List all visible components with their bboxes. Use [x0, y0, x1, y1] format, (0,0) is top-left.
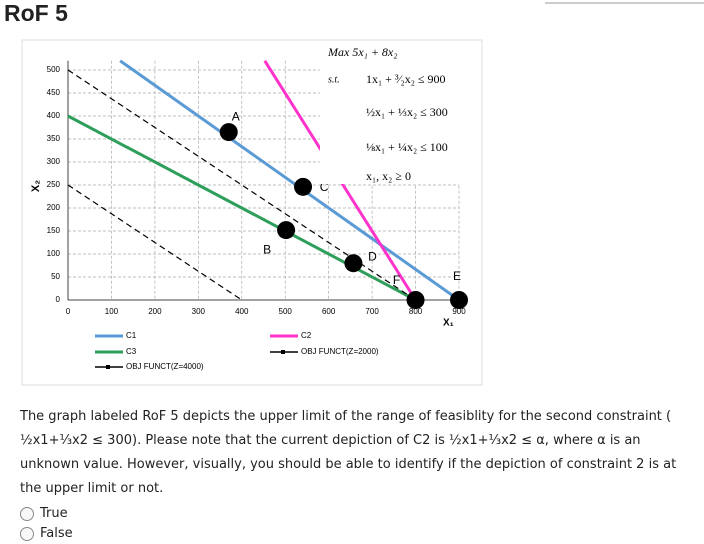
- point: [219, 123, 238, 142]
- point-label: A: [232, 109, 240, 123]
- radio[interactable]: [20, 506, 34, 521]
- x-tick-label: 700: [365, 307, 379, 316]
- y-axis-label: X₂: [30, 180, 42, 192]
- x-axis-label: X₁: [443, 318, 454, 329]
- y-tick-label: 350: [47, 134, 61, 143]
- point-label: F: [393, 273, 400, 287]
- point: [450, 291, 468, 309]
- divider: [545, 2, 704, 4]
- legend-label: C1: [126, 331, 137, 340]
- legend-label: C3: [126, 347, 137, 356]
- y-tick-label: 200: [47, 203, 61, 212]
- x-tick-label: 100: [105, 307, 119, 316]
- point: [406, 291, 425, 309]
- option-label: True: [40, 506, 68, 521]
- series-line: [119, 59, 460, 302]
- model-constraint: ½x₁ + ⅓x₂ ≤ 300: [366, 105, 448, 119]
- y-tick-label: 250: [47, 180, 61, 189]
- y-tick-label: 500: [47, 65, 61, 74]
- question-text: The graph labeled RoF 5 depicts the uppe…: [20, 409, 677, 496]
- radio[interactable]: [20, 526, 34, 541]
- x-tick-label: 600: [322, 307, 336, 316]
- x-tick-label: 800: [409, 307, 423, 316]
- point-label: C: [320, 180, 329, 194]
- page-title: RoF 5: [4, 0, 68, 26]
- x-tick-label: 400: [235, 307, 249, 316]
- option-false[interactable]: False: [20, 526, 73, 541]
- point-label: D: [368, 249, 377, 263]
- legend-marker: [281, 350, 285, 354]
- y-tick-label: 150: [47, 226, 61, 235]
- model-constraint: 1x₁ + ³⁄₂x₂ ≤ 900: [366, 72, 446, 86]
- point: [277, 221, 296, 240]
- chart: 0 50 100 150 200 250 300 350 400 450 500 0 100 200 300…: [21, 39, 483, 386]
- y-tick-label: 0: [56, 295, 61, 304]
- legend-label: OBJ FUNCT(Z=4000): [126, 362, 204, 371]
- legend-marker: [106, 365, 110, 369]
- x-tick-label: 900: [452, 307, 466, 316]
- x-tick-label: 300: [192, 307, 206, 316]
- x-tick-label: 500: [279, 307, 293, 316]
- model-constraint: ⅛x₁ + ¼x₂ ≤ 100: [366, 140, 448, 154]
- point: [294, 177, 313, 196]
- y-tick-label: 450: [47, 88, 61, 97]
- option-label: False: [40, 526, 73, 541]
- legend-label: OBJ FUNCT(Z=2000): [301, 347, 379, 356]
- point-label: B: [263, 242, 271, 256]
- series-line: [67, 184, 243, 301]
- y-tick-label: 50: [51, 272, 60, 281]
- point-label: E: [453, 269, 461, 283]
- option-true[interactable]: True: [20, 506, 68, 521]
- y-tick-label: 100: [47, 249, 61, 258]
- y-tick-label: 400: [47, 111, 61, 120]
- point: [344, 254, 363, 273]
- model-st: s.t.: [328, 74, 340, 85]
- model-objective: Max 5x₁ + 8x₂: [327, 45, 397, 59]
- x-tick-label: 0: [66, 307, 71, 316]
- model-box: [320, 44, 460, 184]
- legend-label: C2: [301, 331, 312, 340]
- y-tick-label: 300: [47, 157, 61, 166]
- x-tick-label: 200: [148, 307, 162, 316]
- model-constraint: x₁, x₂ ≥ 0: [366, 169, 411, 183]
